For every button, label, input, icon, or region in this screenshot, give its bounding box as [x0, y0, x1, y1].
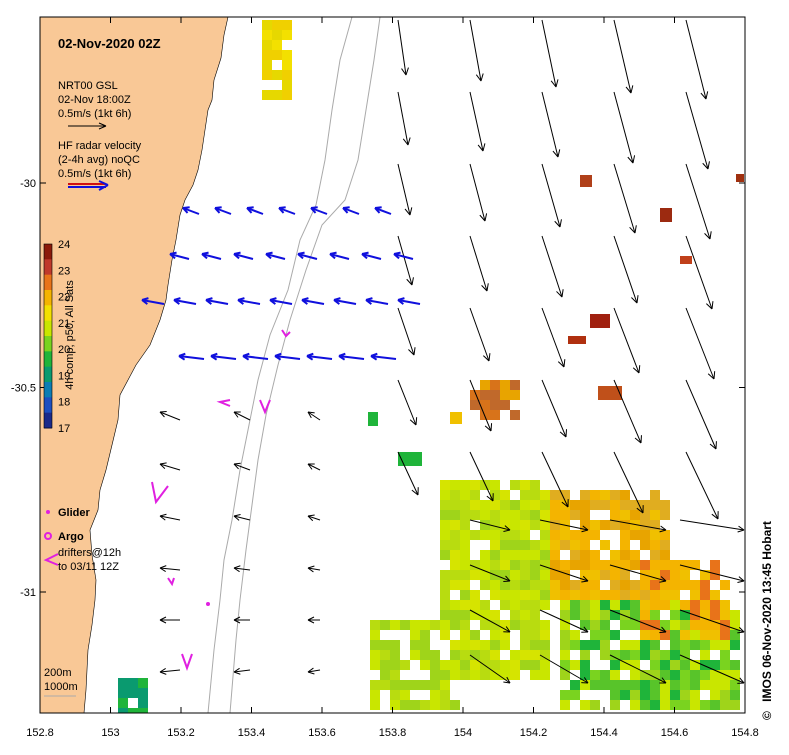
- sst-colorbar: 24 23 22 21 20 19 18 17: [43, 239, 70, 435]
- y-tick-label: -30.5: [11, 383, 36, 395]
- x-axis-labels: 152.8 153 153.2 153.4 153.6 153.8 154 154.2 154.…: [26, 727, 759, 739]
- x-tick-label: 153.6: [308, 727, 336, 739]
- y-tick-label: -31: [20, 587, 36, 599]
- glider-legend-label: Glider: [58, 507, 91, 519]
- coastline-land: [40, 17, 229, 713]
- y-tick-label: -30: [20, 178, 36, 190]
- colorbar-swatch: [44, 244, 52, 260]
- x-tick-label: 153.8: [379, 727, 407, 739]
- depth-legend-200m: 200m: [44, 667, 72, 679]
- colorbar-swatch: [44, 290, 52, 306]
- copyright-symbol: ©: [760, 711, 774, 720]
- colorbar-swatch: [44, 366, 52, 383]
- model-current-arrows: [159, 19, 745, 684]
- model-legend-scale: 0.5m/s (1kt 6h): [58, 108, 131, 120]
- footer-text: IMOS 06-Nov-2020 13:45 Hobart: [760, 521, 774, 702]
- colorbar-tick: 18: [58, 397, 70, 409]
- depth-legend-1000m: 1000m: [44, 681, 78, 693]
- svg-text:© IMOS 06-Nov-2020 13:45: © IMOS 06-Nov-2020 13:45 Hobart: [760, 521, 774, 720]
- footer-credit: © IMOS 06-Nov-2020 13:45 Hobart: [756, 470, 776, 720]
- drifters-legend-line1: drifters@12h: [58, 547, 121, 559]
- y-axis-labels: -30 -30.5 -31: [11, 178, 36, 599]
- colorbar-tick: 17: [58, 423, 70, 435]
- x-tick-label: 154.6: [661, 727, 689, 739]
- isobath-200m: [207, 17, 353, 713]
- colorbar-tick: 21: [58, 318, 70, 330]
- colorbar-label: 4h comp, p50, All Sats: [64, 280, 76, 390]
- colorbar-swatch: [44, 259, 52, 276]
- model-legend-time: 02-Nov 18:00Z: [58, 94, 131, 106]
- colorbar-swatch: [44, 351, 52, 368]
- x-tick-label: 154.2: [520, 727, 548, 739]
- drifters-legend-line2: to 03/11 12Z: [58, 561, 119, 573]
- radar-legend: HF radar velocity (2-4h avg) noQC 0.5m/s…: [58, 140, 142, 191]
- colorbar-tick: 23: [58, 265, 70, 277]
- colorbar-swatch: [44, 412, 52, 429]
- axis-ticks: [39, 17, 746, 713]
- colorbar-tick: 20: [58, 344, 70, 356]
- colorbar-swatch: [44, 274, 52, 291]
- glider-marker: [206, 602, 210, 606]
- marker-legend: Glider Argo drifters@12h to 03/11 12Z: [43, 507, 121, 573]
- model-legend-name: NRT00 GSL: [58, 80, 118, 92]
- drifter-tracks: [151, 329, 291, 671]
- colorbar-swatch: [44, 382, 52, 398]
- colorbar-tick: 22: [58, 292, 70, 304]
- radar-legend-line2: (2-4h avg) noQC: [58, 154, 140, 166]
- argo-legend-label: Argo: [58, 531, 84, 543]
- isobath-1000m: [229, 17, 381, 713]
- x-tick-label: 152.8: [26, 727, 54, 739]
- colorbar-swatch: [44, 320, 52, 337]
- depth-legend: 200m 1000m: [44, 667, 78, 697]
- colorbar-tick: 19: [58, 370, 70, 382]
- x-tick-label: 154.8: [731, 727, 759, 739]
- colorbar-tick: 24: [58, 239, 70, 251]
- colorbar-swatch: [44, 397, 52, 414]
- x-tick-label: 154: [454, 727, 472, 739]
- map-title: 02-Nov-2020 02Z: [58, 36, 161, 51]
- x-tick-label: 153.4: [238, 727, 266, 739]
- radar-legend-line1: HF radar velocity: [58, 140, 142, 152]
- x-tick-label: 154.4: [590, 727, 618, 739]
- model-legend: NRT00 GSL 02-Nov 18:00Z 0.5m/s (1kt 6h): [58, 80, 131, 130]
- radar-legend-scale: 0.5m/s (1kt 6h): [58, 168, 131, 180]
- radar-current-arrows: [141, 206, 421, 361]
- x-tick-label: 153: [101, 727, 119, 739]
- sst-pixels: [118, 20, 744, 713]
- colorbar-swatch: [44, 305, 52, 322]
- colorbar-swatch: [44, 336, 52, 352]
- x-tick-label: 153.2: [167, 727, 195, 739]
